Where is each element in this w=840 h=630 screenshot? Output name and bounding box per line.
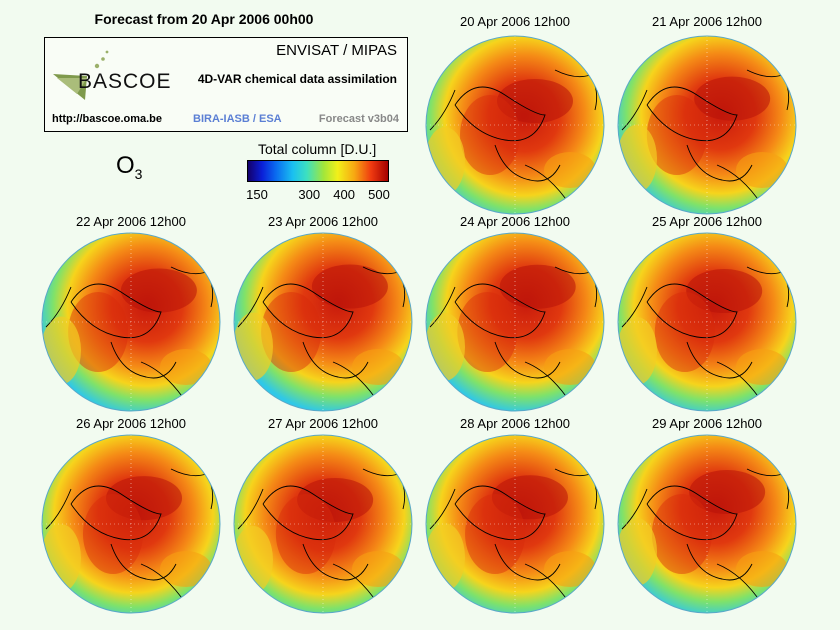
subtitle-label: 4D-VAR chemical data assimilation bbox=[197, 72, 397, 86]
version-label: Forecast v3b04 bbox=[318, 113, 399, 125]
organizations-label: BIRA-IASB / ESA bbox=[193, 113, 282, 125]
panel-title: 22 Apr 2006 12h00 bbox=[76, 214, 186, 229]
ozone-map-globe bbox=[233, 434, 413, 614]
colorbar-tick-label: 400 bbox=[333, 187, 355, 202]
species-symbol: O bbox=[116, 152, 135, 179]
ozone-map-globe bbox=[617, 232, 797, 412]
info-box: BASCOE ENVISAT / MIPAS 4D-VAR chemical d… bbox=[44, 37, 408, 132]
panel-title: 23 Apr 2006 12h00 bbox=[268, 214, 378, 229]
panel-title: 29 Apr 2006 12h00 bbox=[652, 416, 762, 431]
ozone-map-globe bbox=[425, 35, 605, 215]
colorbar-tick-label: 300 bbox=[298, 187, 321, 202]
instrument-label: ENVISAT / MIPAS bbox=[276, 42, 397, 59]
panel-title: 24 Apr 2006 12h00 bbox=[460, 214, 570, 229]
colorbar-tick-label: 500 bbox=[368, 187, 390, 202]
panel-title: 26 Apr 2006 12h00 bbox=[76, 416, 186, 431]
main-title: Forecast from 20 Apr 2006 00h00 bbox=[94, 11, 314, 27]
panel-title: 21 Apr 2006 12h00 bbox=[652, 14, 762, 29]
colorbar-tick-label: 150 bbox=[246, 187, 268, 202]
ozone-map-globe bbox=[425, 434, 605, 614]
colorbar-title: Total column [D.U.] bbox=[258, 141, 377, 157]
species-subscript: 3 bbox=[134, 165, 143, 182]
panel-title: 27 Apr 2006 12h00 bbox=[268, 416, 378, 431]
ozone-map-globe bbox=[425, 232, 605, 412]
panel-title: 20 Apr 2006 12h00 bbox=[460, 14, 570, 29]
ozone-map-globe bbox=[617, 35, 797, 215]
ozone-map-globe bbox=[617, 434, 797, 614]
panel-title: 28 Apr 2006 12h00 bbox=[460, 416, 570, 431]
ozone-map-globe bbox=[41, 434, 221, 614]
ozone-map-globe bbox=[233, 232, 413, 412]
panel-title: 25 Apr 2006 12h00 bbox=[652, 214, 762, 229]
logo-text: BASCOE bbox=[78, 70, 172, 93]
colorbar bbox=[247, 160, 389, 182]
species-label: O3 bbox=[116, 152, 142, 182]
ozone-map-globe bbox=[41, 232, 221, 412]
bascoe-logo-icon bbox=[53, 50, 109, 100]
url-label: http://bascoe.oma.be bbox=[52, 113, 163, 125]
